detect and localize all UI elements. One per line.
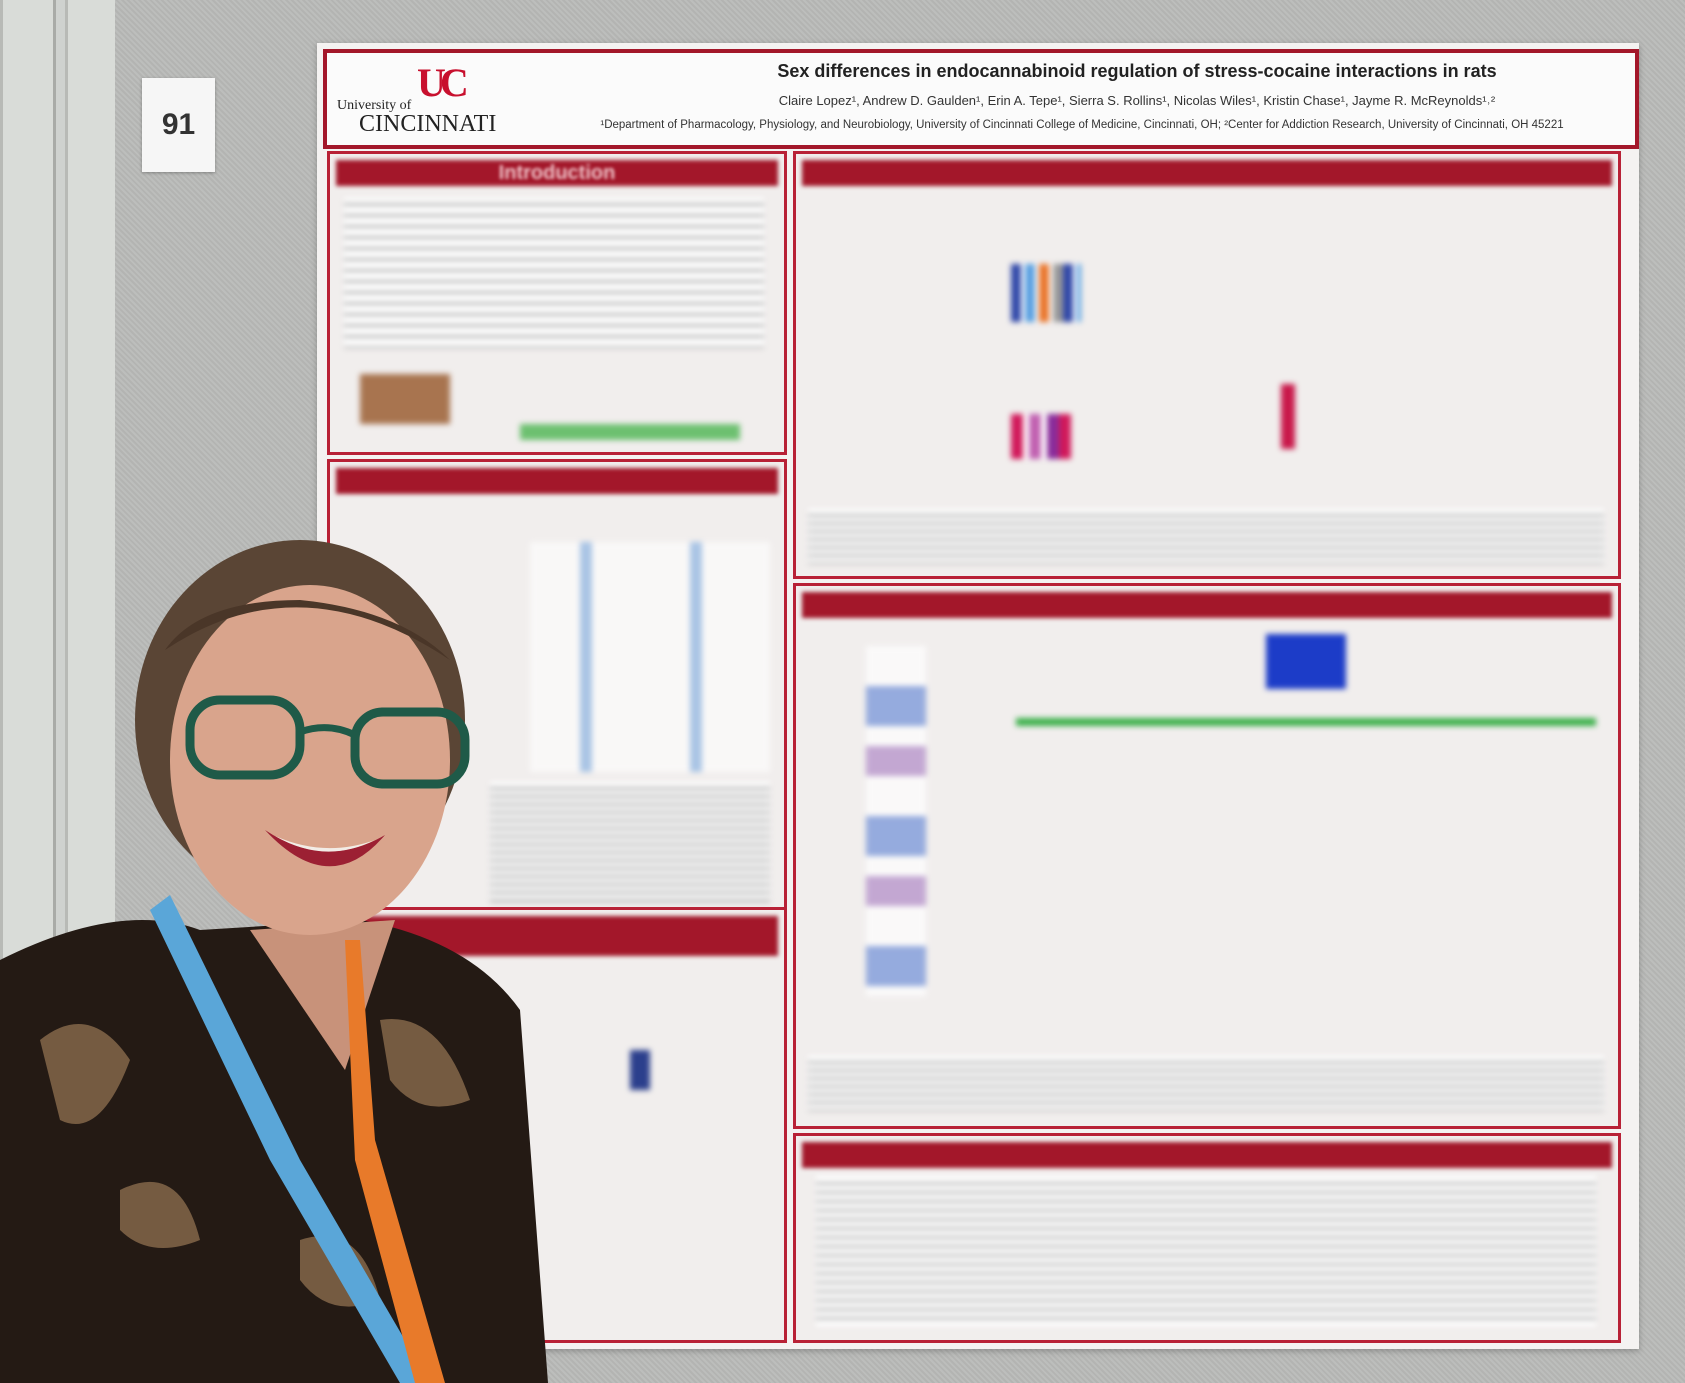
logo-mark: UC bbox=[417, 60, 469, 105]
person bbox=[0, 540, 548, 1383]
glasses bbox=[298, 724, 357, 739]
blurred-figure bbox=[1016, 718, 1596, 726]
blurred-text bbox=[344, 198, 764, 348]
blurred-figure bbox=[360, 374, 450, 424]
lanyard bbox=[150, 895, 430, 1383]
face bbox=[170, 585, 450, 935]
intro-panel: Introduction bbox=[327, 151, 787, 455]
blurred-figure bbox=[1011, 414, 1071, 459]
teeth bbox=[275, 836, 375, 852]
smile bbox=[265, 830, 385, 867]
blurred-text bbox=[808, 509, 1604, 564]
blurred-text bbox=[808, 1056, 1604, 1111]
blurred-figure bbox=[866, 646, 926, 996]
blurred-figure bbox=[1281, 384, 1295, 449]
board-number: 91 bbox=[142, 78, 215, 172]
blurred-text bbox=[490, 782, 770, 902]
summary-panel bbox=[793, 1133, 1621, 1343]
lanyard bbox=[345, 940, 445, 1383]
section-title: Introduction bbox=[498, 162, 616, 184]
section-header bbox=[802, 592, 1612, 618]
poster-authors: Claire Lopez¹, Andrew D. Gaulden¹, Erin … bbox=[778, 93, 1496, 108]
section-header bbox=[802, 160, 1612, 186]
section-header bbox=[336, 160, 778, 186]
blurred-figure bbox=[530, 542, 770, 772]
figure-panel bbox=[793, 151, 1621, 579]
blurred-figure bbox=[520, 424, 740, 440]
blurred-figure bbox=[1011, 264, 1081, 322]
glasses bbox=[185, 695, 305, 780]
figure-panel bbox=[793, 583, 1621, 1129]
blurred-figure bbox=[1266, 634, 1346, 689]
section-header bbox=[336, 468, 778, 494]
poster-title: Sex differences in endocannabinoid regul… bbox=[777, 61, 1497, 81]
blurred-figure bbox=[630, 1050, 650, 1090]
poster-affiliations: ¹Department of Pharmacology, Physiology,… bbox=[600, 119, 1564, 131]
blurred-text bbox=[816, 1176, 1596, 1326]
logo-text: University of bbox=[337, 98, 412, 113]
logo-text: CINCINNATI bbox=[359, 111, 497, 137]
poster: UC University of CINCINNATI Sex differen… bbox=[317, 43, 1639, 1349]
section-header bbox=[802, 1142, 1612, 1168]
hair bbox=[165, 600, 450, 660]
glasses bbox=[350, 707, 470, 789]
blouse-pattern bbox=[40, 1019, 470, 1307]
poster-header: UC University of CINCINNATI Sex differen… bbox=[323, 49, 1639, 149]
